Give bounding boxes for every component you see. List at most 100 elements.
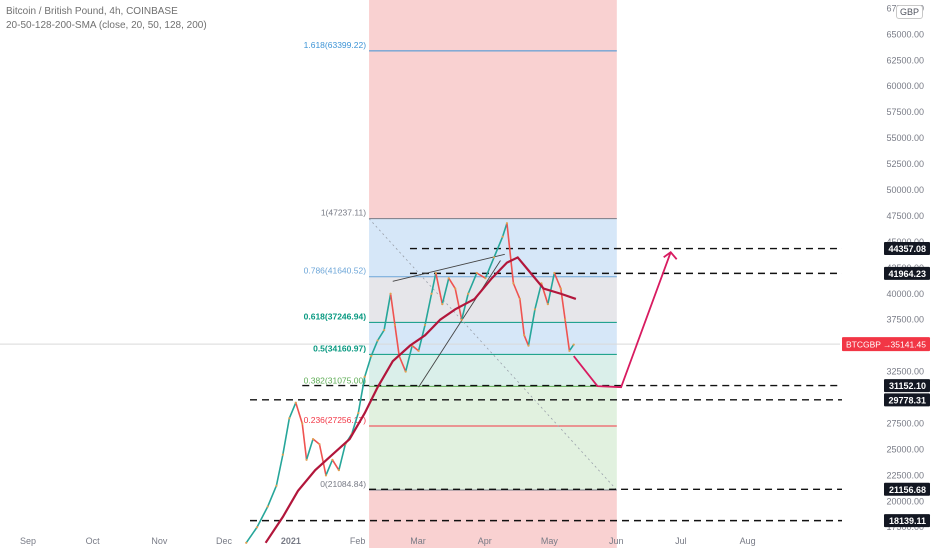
price-segment bbox=[527, 309, 536, 346]
price-point bbox=[527, 344, 530, 347]
sma-line bbox=[264, 256, 577, 544]
price-point bbox=[305, 458, 308, 461]
price-point bbox=[553, 271, 556, 275]
price-segment bbox=[564, 319, 571, 351]
price-segment bbox=[267, 485, 278, 507]
price-point bbox=[454, 287, 457, 290]
fib-level-label: 0.5(34160.97) bbox=[313, 343, 366, 353]
price-point bbox=[376, 339, 379, 342]
price-segment bbox=[512, 283, 521, 300]
price-point bbox=[337, 469, 340, 472]
x-tick-label: May bbox=[541, 536, 559, 546]
price-point bbox=[523, 334, 526, 337]
y-tick-label: 55000.00 bbox=[886, 133, 924, 143]
x-tick-label: Nov bbox=[151, 536, 168, 546]
fib-level-label: 0(21084.84) bbox=[320, 479, 366, 489]
level-tag bbox=[884, 393, 930, 407]
x-tick-label: Feb bbox=[350, 536, 366, 546]
price-point bbox=[533, 308, 537, 311]
price-segment bbox=[363, 355, 372, 378]
time-axis: Sep Oct Nov Dec 2021 Feb Mar Apr May Jun Jul Aug bbox=[20, 536, 756, 546]
price-segment bbox=[404, 345, 413, 372]
price-point bbox=[512, 282, 515, 285]
fib-level-label: 1(47237.11) bbox=[321, 208, 366, 218]
x-tick-label: Oct bbox=[86, 536, 101, 546]
price-point bbox=[311, 437, 315, 441]
trendline bbox=[392, 253, 505, 282]
current-price-arrow: → bbox=[883, 340, 892, 350]
price-point bbox=[324, 474, 328, 477]
y-tick-label: 47500.00 bbox=[886, 211, 924, 221]
x-tick-label: Sep bbox=[20, 536, 36, 546]
projection-arrowhead bbox=[663, 251, 678, 260]
price-segment bbox=[288, 402, 297, 419]
price-point bbox=[393, 323, 397, 326]
y-tick-label: 40000.00 bbox=[886, 289, 924, 299]
price-point bbox=[331, 458, 334, 461]
fib-zone bbox=[369, 50, 617, 219]
level-tag-label: 44357.08 bbox=[888, 244, 926, 254]
price-segment bbox=[370, 340, 379, 357]
x-tick-label: Aug bbox=[740, 536, 756, 546]
fib-zone bbox=[369, 426, 617, 491]
x-tick-label: Jun bbox=[609, 536, 624, 546]
price-segment bbox=[493, 236, 504, 258]
price-segment bbox=[245, 526, 258, 544]
price-point bbox=[460, 318, 463, 321]
price-point bbox=[318, 443, 321, 446]
price-segment bbox=[389, 293, 396, 325]
price-point bbox=[546, 303, 549, 306]
price-segment bbox=[376, 329, 385, 341]
currency-badge[interactable]: GBP bbox=[896, 5, 924, 19]
y-tick-label: 37500.00 bbox=[886, 315, 924, 325]
y-tick-label: 20000.00 bbox=[886, 496, 924, 506]
price-segment bbox=[351, 412, 360, 435]
price-segment bbox=[282, 418, 291, 455]
fib-level-label: 1.618(63399.22) bbox=[304, 40, 367, 50]
price-segment bbox=[331, 459, 340, 471]
y-tick-label: 32500.00 bbox=[886, 367, 924, 377]
price-segment bbox=[394, 324, 401, 357]
current-price-symbol: BTCGBP bbox=[846, 340, 881, 350]
price-segment bbox=[460, 293, 469, 320]
price-segment bbox=[424, 293, 433, 326]
current-price-label: 35141.45 bbox=[891, 340, 927, 350]
price-segment bbox=[484, 257, 495, 279]
price-segment bbox=[506, 223, 515, 284]
level-tag-label: 29778.31 bbox=[888, 395, 926, 405]
fib-retracement: 1.618(63399.22) 1(47237.11) 0.786(41640.52… bbox=[304, 0, 618, 548]
price-point bbox=[288, 417, 291, 420]
price-point bbox=[245, 541, 248, 544]
price-point bbox=[357, 411, 360, 415]
x-tick-label: Mar bbox=[410, 536, 426, 546]
price-point bbox=[383, 328, 386, 332]
fib-zone bbox=[369, 0, 617, 51]
price-segment bbox=[338, 444, 347, 471]
x-tick-label: Apr bbox=[478, 536, 492, 546]
price-point bbox=[564, 318, 567, 321]
chart-title: Bitcoin / British Pound, 4h, COINBASE bbox=[6, 6, 178, 17]
price-point bbox=[447, 277, 450, 280]
level-tag bbox=[884, 379, 930, 393]
indicator-legend[interactable]: 20-50-128-200-SMA (close, 20, 50, 128, 2… bbox=[6, 20, 207, 31]
y-tick-label: 52500.00 bbox=[886, 159, 924, 169]
price-axis: 17500.00 20000.00 22500.00 25000.00 27500.00… bbox=[842, 0, 932, 550]
price-point bbox=[404, 370, 407, 373]
price-segment bbox=[501, 222, 508, 237]
price-segment bbox=[467, 272, 478, 295]
level-tag bbox=[884, 514, 930, 528]
level-tag bbox=[884, 242, 930, 256]
fib-trend-line bbox=[368, 218, 618, 491]
fib-zone bbox=[369, 322, 617, 355]
fib-zone bbox=[369, 386, 617, 427]
price-segment bbox=[430, 272, 437, 294]
price-point bbox=[255, 526, 259, 529]
price-point bbox=[389, 292, 392, 295]
price-point bbox=[505, 222, 509, 225]
price-segment bbox=[301, 423, 308, 460]
price-point bbox=[518, 297, 521, 301]
price-point bbox=[501, 235, 504, 238]
price-segment bbox=[568, 344, 575, 352]
price-segment bbox=[312, 438, 320, 445]
